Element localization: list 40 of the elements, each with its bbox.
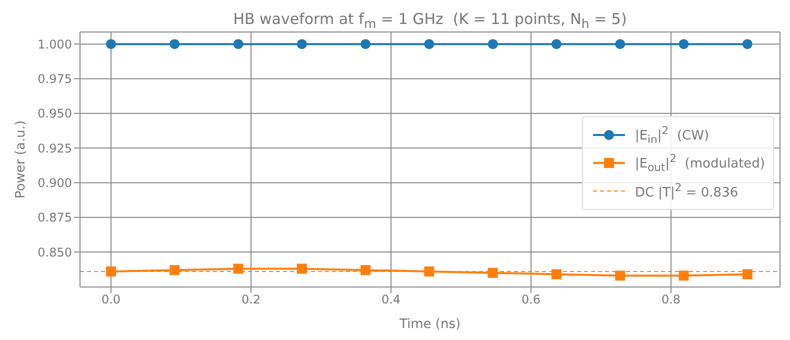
x-tick-label: 0.4 xyxy=(381,292,401,307)
x-tick-label: 0.0 xyxy=(101,292,121,307)
point xyxy=(551,39,562,50)
point xyxy=(233,264,244,274)
point xyxy=(233,39,244,50)
point xyxy=(424,266,434,276)
legend-label: DC |T|$^{2}$ = 0.836 xyxy=(634,181,738,201)
legend-label: |E$_{in}$|$^{2}$ (CW) xyxy=(634,124,710,146)
point xyxy=(296,264,307,274)
point xyxy=(170,265,180,276)
y-tick-label: 1.000 xyxy=(38,37,72,52)
chart-title: HB waveform at f$_{m}$ = 1 GHz (K = 11 points, N$_{h}$ = 5) xyxy=(233,10,627,31)
x-axis-title: Time (ns) xyxy=(398,317,461,332)
point xyxy=(615,39,626,50)
point xyxy=(170,39,180,50)
point xyxy=(488,39,498,50)
point xyxy=(742,269,752,280)
point xyxy=(360,265,371,276)
y-tick-label: 0.900 xyxy=(38,176,72,190)
point xyxy=(678,39,689,50)
point xyxy=(678,270,689,281)
point xyxy=(106,266,116,276)
y-tick-label: 0.975 xyxy=(38,72,72,86)
point xyxy=(296,39,307,50)
point xyxy=(424,39,434,50)
point xyxy=(106,39,116,50)
x-tick-label: 0.2 xyxy=(241,292,261,307)
y-tick-label: 0.850 xyxy=(38,245,72,260)
y-tick-label: 0.925 xyxy=(38,141,72,156)
y-tick-label: 0.875 xyxy=(38,210,72,225)
point xyxy=(742,39,752,50)
y-tick-label: 0.950 xyxy=(38,106,72,121)
x-tick-label: 0.6 xyxy=(521,292,541,307)
point xyxy=(360,39,371,50)
y-axis-title: Power (a.u.) xyxy=(14,120,29,199)
point xyxy=(488,268,498,278)
legend-label: |E$_{out}$|$^{2}$ (modulated) xyxy=(634,152,765,174)
x-tick-label: 0.8 xyxy=(661,292,681,307)
point xyxy=(551,269,562,280)
point xyxy=(615,270,626,281)
